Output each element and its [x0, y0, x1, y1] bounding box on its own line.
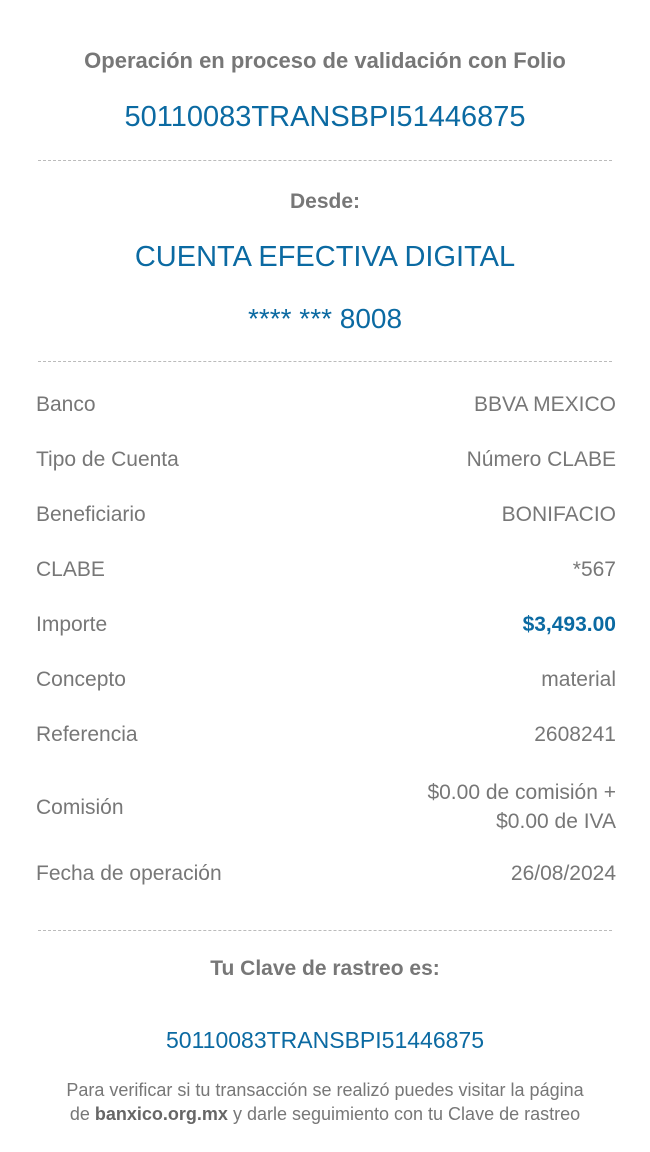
- note-text: y darle seguimiento con tu Clave de rast…: [227, 1104, 581, 1124]
- detail-row-beneficiario: Beneficiario BONIFACIO: [36, 503, 616, 527]
- from-label: Desde:: [289, 190, 361, 213]
- verification-note: Para verificar si tu transacción se real…: [55, 1078, 595, 1126]
- detail-label: Tipo de Cuenta: [36, 448, 179, 471]
- detail-label: Referencia: [36, 723, 138, 746]
- detail-value: 2608241: [534, 723, 616, 746]
- iva-line: $0.00 de IVA: [496, 810, 616, 833]
- commission-line: $0.00 de comisión +: [427, 781, 616, 804]
- detail-value: $0.00 de comisión + $0.00 de IVA: [427, 778, 616, 836]
- divider: [38, 160, 612, 161]
- divider: [38, 930, 612, 931]
- operation-title: Operación en proceso de validación con F…: [84, 48, 566, 73]
- detail-value: Número CLABE: [466, 448, 616, 471]
- divider: [38, 361, 612, 362]
- detail-row-clabe: CLABE *567: [36, 558, 616, 582]
- tracking-label: Tu Clave de rastreo es:: [210, 957, 440, 980]
- account-name: CUENTA EFECTIVA DIGITAL: [134, 241, 516, 273]
- detail-row-comision: Comisión $0.00 de comisión + $0.00 de IV…: [36, 778, 616, 836]
- tracking-code: 50110083TRANSBPI51446875: [166, 1027, 484, 1053]
- detail-label: Banco: [36, 393, 96, 416]
- detail-row-fecha: Fecha de operación 26/08/2024: [36, 862, 616, 886]
- detail-row-importe: Importe $3,493.00: [36, 613, 616, 637]
- account-number-masked: **** *** 8008: [247, 303, 403, 334]
- detail-value: BBVA MEXICO: [474, 393, 616, 416]
- note-text: Para verificar si tu transacción se real…: [66, 1080, 584, 1124]
- detail-row-concepto: Concepto material: [36, 668, 616, 692]
- detail-label: Beneficiario: [36, 503, 146, 526]
- detail-label: Importe: [36, 613, 108, 636]
- detail-row-banco: Banco BBVA MEXICO: [36, 393, 616, 417]
- detail-value: *567: [572, 558, 616, 581]
- amount-value: $3,493.00: [522, 613, 616, 636]
- detail-label: Comisión: [36, 795, 124, 819]
- detail-row-tipo-cuenta: Tipo de Cuenta Número CLABE: [36, 448, 616, 472]
- detail-value: BONIFACIO: [501, 503, 616, 526]
- detail-label: Fecha de operación: [36, 862, 222, 885]
- detail-value: material: [541, 668, 616, 691]
- folio-number: 50110083TRANSBPI51446875: [124, 101, 526, 133]
- detail-label: CLABE: [36, 558, 105, 581]
- detail-label: Concepto: [36, 668, 126, 691]
- detail-value: 26/08/2024: [510, 862, 616, 885]
- detail-row-referencia: Referencia 2608241: [36, 723, 616, 747]
- banxico-link[interactable]: banxico.org.mx: [94, 1104, 228, 1124]
